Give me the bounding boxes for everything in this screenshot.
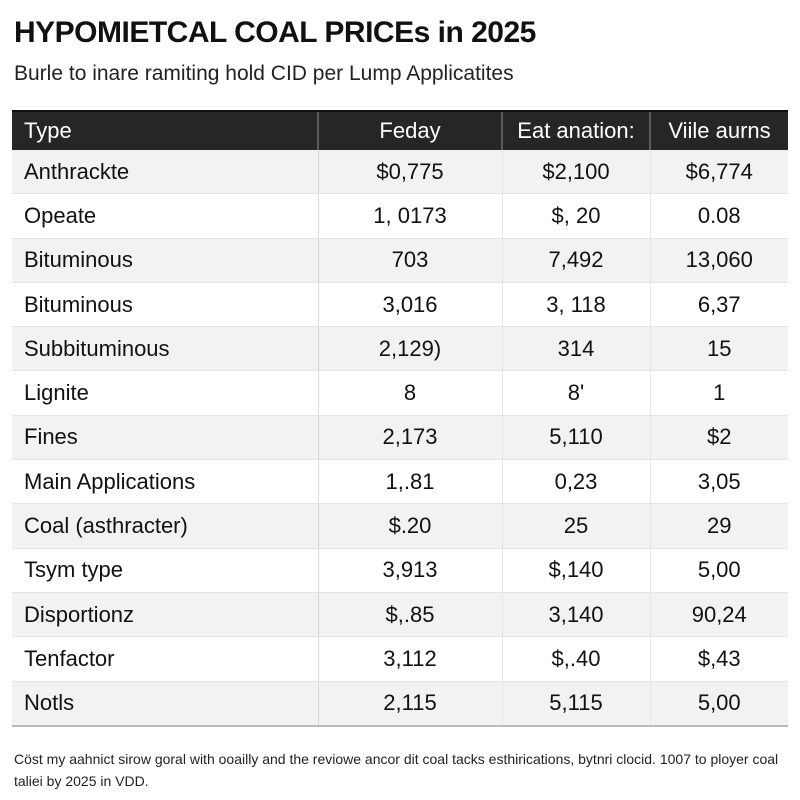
cell-viile-aurns: 6,37 xyxy=(649,282,788,328)
cell-feday: 3,913 xyxy=(317,548,502,593)
footnote: Cöst my aahnict sirow goral with ooailly… xyxy=(14,751,779,789)
cell-viile-aurns: 5,00 xyxy=(649,548,788,593)
cell-viile-aurns: 90,24 xyxy=(649,592,788,638)
cell-feday: 1,.81 xyxy=(317,459,502,505)
cell-type: Main Applications xyxy=(12,459,318,505)
cell-eat-anation: 0,23 xyxy=(501,459,650,505)
cell-feday: $,.85 xyxy=(317,592,502,638)
cell-viile-aurns: $6,774 xyxy=(649,150,788,195)
cell-eat-anation: 3,140 xyxy=(501,592,650,638)
table-row: Tenfactor 3,112 $,.40 $,43 xyxy=(12,636,788,682)
cell-eat-anation: $,.40 xyxy=(501,636,650,682)
cell-eat-anation: $,140 xyxy=(501,548,650,593)
cell-type: Disportionz xyxy=(12,592,318,638)
table-row: Bituminous 3,016 3, 118 6,37 xyxy=(12,282,788,328)
table-row: Tsym type 3,913 $,140 5,00 xyxy=(12,548,788,593)
cell-type: Fines xyxy=(12,415,318,461)
table-row: Disportionz $,.85 3,140 90,24 xyxy=(12,592,788,638)
cell-eat-anation: $2,100 xyxy=(501,150,650,195)
cell-feday: 703 xyxy=(317,238,502,283)
cell-viile-aurns: 5,00 xyxy=(649,681,788,727)
column-header-feday: Feday xyxy=(317,110,502,150)
cell-eat-anation: 25 xyxy=(501,503,650,549)
table-row: Notls 2,115 5,115 5,00 xyxy=(12,681,788,727)
table-body: Anthrackte $0,775 $2,100 $6,774 Opeate 1, 017… xyxy=(12,150,788,727)
cell-feday: 1, 0173 xyxy=(317,193,502,239)
cell-type: Tsym type xyxy=(12,548,318,593)
cell-viile-aurns: 13,060 xyxy=(649,238,788,283)
cell-viile-aurns: 0.08 xyxy=(649,193,788,239)
cell-viile-aurns: 29 xyxy=(649,503,788,549)
cell-type: Anthrackte xyxy=(12,150,318,195)
table-row: Subbituminous 2,129) 314 15 xyxy=(12,326,788,372)
page-title: HYPOMIETCAL COAL PRICEs in 2025 xyxy=(14,16,536,49)
page-subtitle: Burle to inare ramiting hold CID per Lum… xyxy=(14,62,514,85)
header-row: Type Feday Eat anation: Viile aurns xyxy=(12,110,788,150)
cell-type: Tenfactor xyxy=(12,636,318,682)
cell-type: Lignite xyxy=(12,370,318,416)
cell-feday: 8 xyxy=(317,370,502,416)
column-header-type: Type xyxy=(12,110,318,150)
price-table-container: Type Feday Eat anation: Viile aurns Anth… xyxy=(12,110,788,727)
cell-feday: $0,775 xyxy=(317,150,502,195)
table-row: Bituminous 703 7,492 13,060 xyxy=(12,238,788,283)
column-header-viile-aurns: Viile aurns xyxy=(649,110,788,150)
cell-type: Opeate xyxy=(12,193,318,239)
cell-feday: $.20 xyxy=(317,503,502,549)
cell-viile-aurns: 1 xyxy=(649,370,788,416)
cell-eat-anation: 314 xyxy=(501,326,650,372)
cell-feday: 2,173 xyxy=(317,415,502,461)
cell-type: Bituminous xyxy=(12,238,318,283)
price-table: Type Feday Eat anation: Viile aurns Anth… xyxy=(12,110,788,727)
cell-eat-anation: $, 20 xyxy=(501,193,650,239)
cell-viile-aurns: $,43 xyxy=(649,636,788,682)
cell-eat-anation: 5,110 xyxy=(501,415,650,461)
table-row: Opeate 1, 0173 $, 20 0.08 xyxy=(12,193,788,239)
cell-eat-anation: 3, 118 xyxy=(501,282,650,328)
table-row: Coal (asthracter) $.20 25 29 xyxy=(12,503,788,549)
cell-viile-aurns: 3,05 xyxy=(649,459,788,505)
cell-eat-anation: 7,492 xyxy=(501,238,650,283)
cell-feday: 3,112 xyxy=(317,636,502,682)
table-row: Main Applications 1,.81 0,23 3,05 xyxy=(12,459,788,505)
column-header-eat-anation: Eat anation: xyxy=(501,110,650,150)
cell-feday: 3,016 xyxy=(317,282,502,328)
cell-feday: 2,115 xyxy=(317,681,502,727)
table-row: Anthrackte $0,775 $2,100 $6,774 xyxy=(12,150,788,195)
cell-viile-aurns: 15 xyxy=(649,326,788,372)
cell-type: Coal (asthracter) xyxy=(12,503,318,549)
table-header: Type Feday Eat anation: Viile aurns xyxy=(12,110,788,150)
cell-type: Subbituminous xyxy=(12,326,318,372)
cell-eat-anation: 8' xyxy=(501,370,650,416)
cell-viile-aurns: $2 xyxy=(649,415,788,461)
cell-type: Notls xyxy=(12,681,318,727)
table-row: Fines 2,173 5,110 $2 xyxy=(12,415,788,461)
cell-eat-anation: 5,115 xyxy=(501,681,650,727)
cell-feday: 2,129) xyxy=(317,326,502,372)
table-row: Lignite 8 8' 1 xyxy=(12,370,788,416)
cell-type: Bituminous xyxy=(12,282,318,328)
